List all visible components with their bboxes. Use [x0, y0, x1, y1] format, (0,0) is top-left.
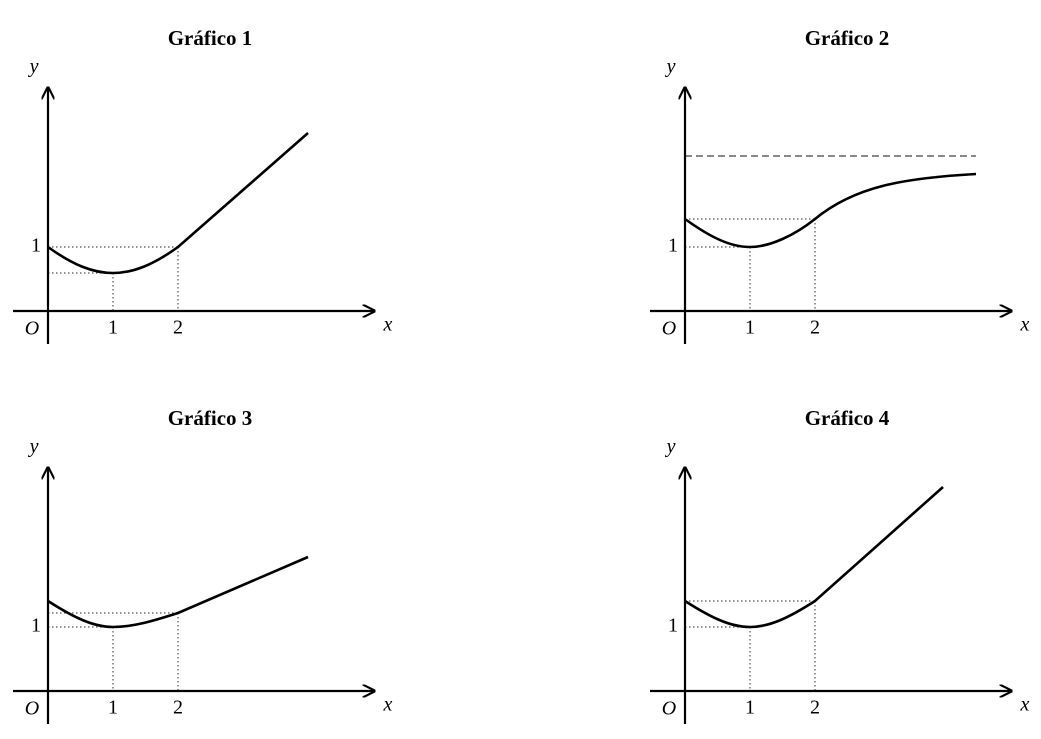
- panel-title: Gráfico 4: [805, 406, 890, 430]
- y-label: y: [28, 436, 39, 458]
- panel-title: Gráfico 2: [805, 26, 890, 50]
- panel: Gráfico 1 y x O 1 2 1: [13, 26, 393, 344]
- origin-label: O: [662, 698, 676, 720]
- x-tick-label: 2: [810, 697, 820, 719]
- y-label: y: [665, 436, 676, 458]
- curve: [684, 486, 944, 629]
- origin-label: O: [25, 318, 39, 340]
- x-label: x: [1020, 694, 1030, 716]
- y-label: y: [28, 56, 39, 78]
- x-label: x: [1020, 314, 1030, 336]
- y-tick-label: 1: [31, 235, 41, 257]
- y-tick-label: 1: [31, 615, 41, 637]
- x-tick-label: 1: [745, 697, 755, 719]
- curve: [684, 172, 977, 249]
- y-tick-label: 1: [668, 615, 678, 637]
- y-tick-label: 1: [668, 235, 678, 257]
- x-tick-label: 2: [173, 317, 183, 339]
- origin-label: O: [662, 318, 676, 340]
- curve: [47, 132, 309, 275]
- x-tick-label: 1: [108, 697, 118, 719]
- panel: Gráfico 3 y x O 1 2 1: [13, 406, 393, 724]
- x-tick-label: 1: [745, 317, 755, 339]
- x-tick-label: 2: [173, 697, 183, 719]
- panel-title: Gráfico 1: [168, 26, 253, 50]
- origin-label: O: [25, 698, 39, 720]
- curve: [47, 555, 309, 629]
- x-label: x: [383, 314, 393, 336]
- y-label: y: [665, 56, 676, 78]
- panel: Gráfico 2 y x O 1 2 1: [650, 26, 1030, 344]
- panel: Gráfico 4 y x O 1 2 1: [650, 406, 1030, 724]
- panel-title: Gráfico 3: [168, 406, 253, 430]
- x-label: x: [383, 694, 393, 716]
- x-tick-label: 1: [108, 317, 118, 339]
- x-tick-label: 2: [810, 317, 820, 339]
